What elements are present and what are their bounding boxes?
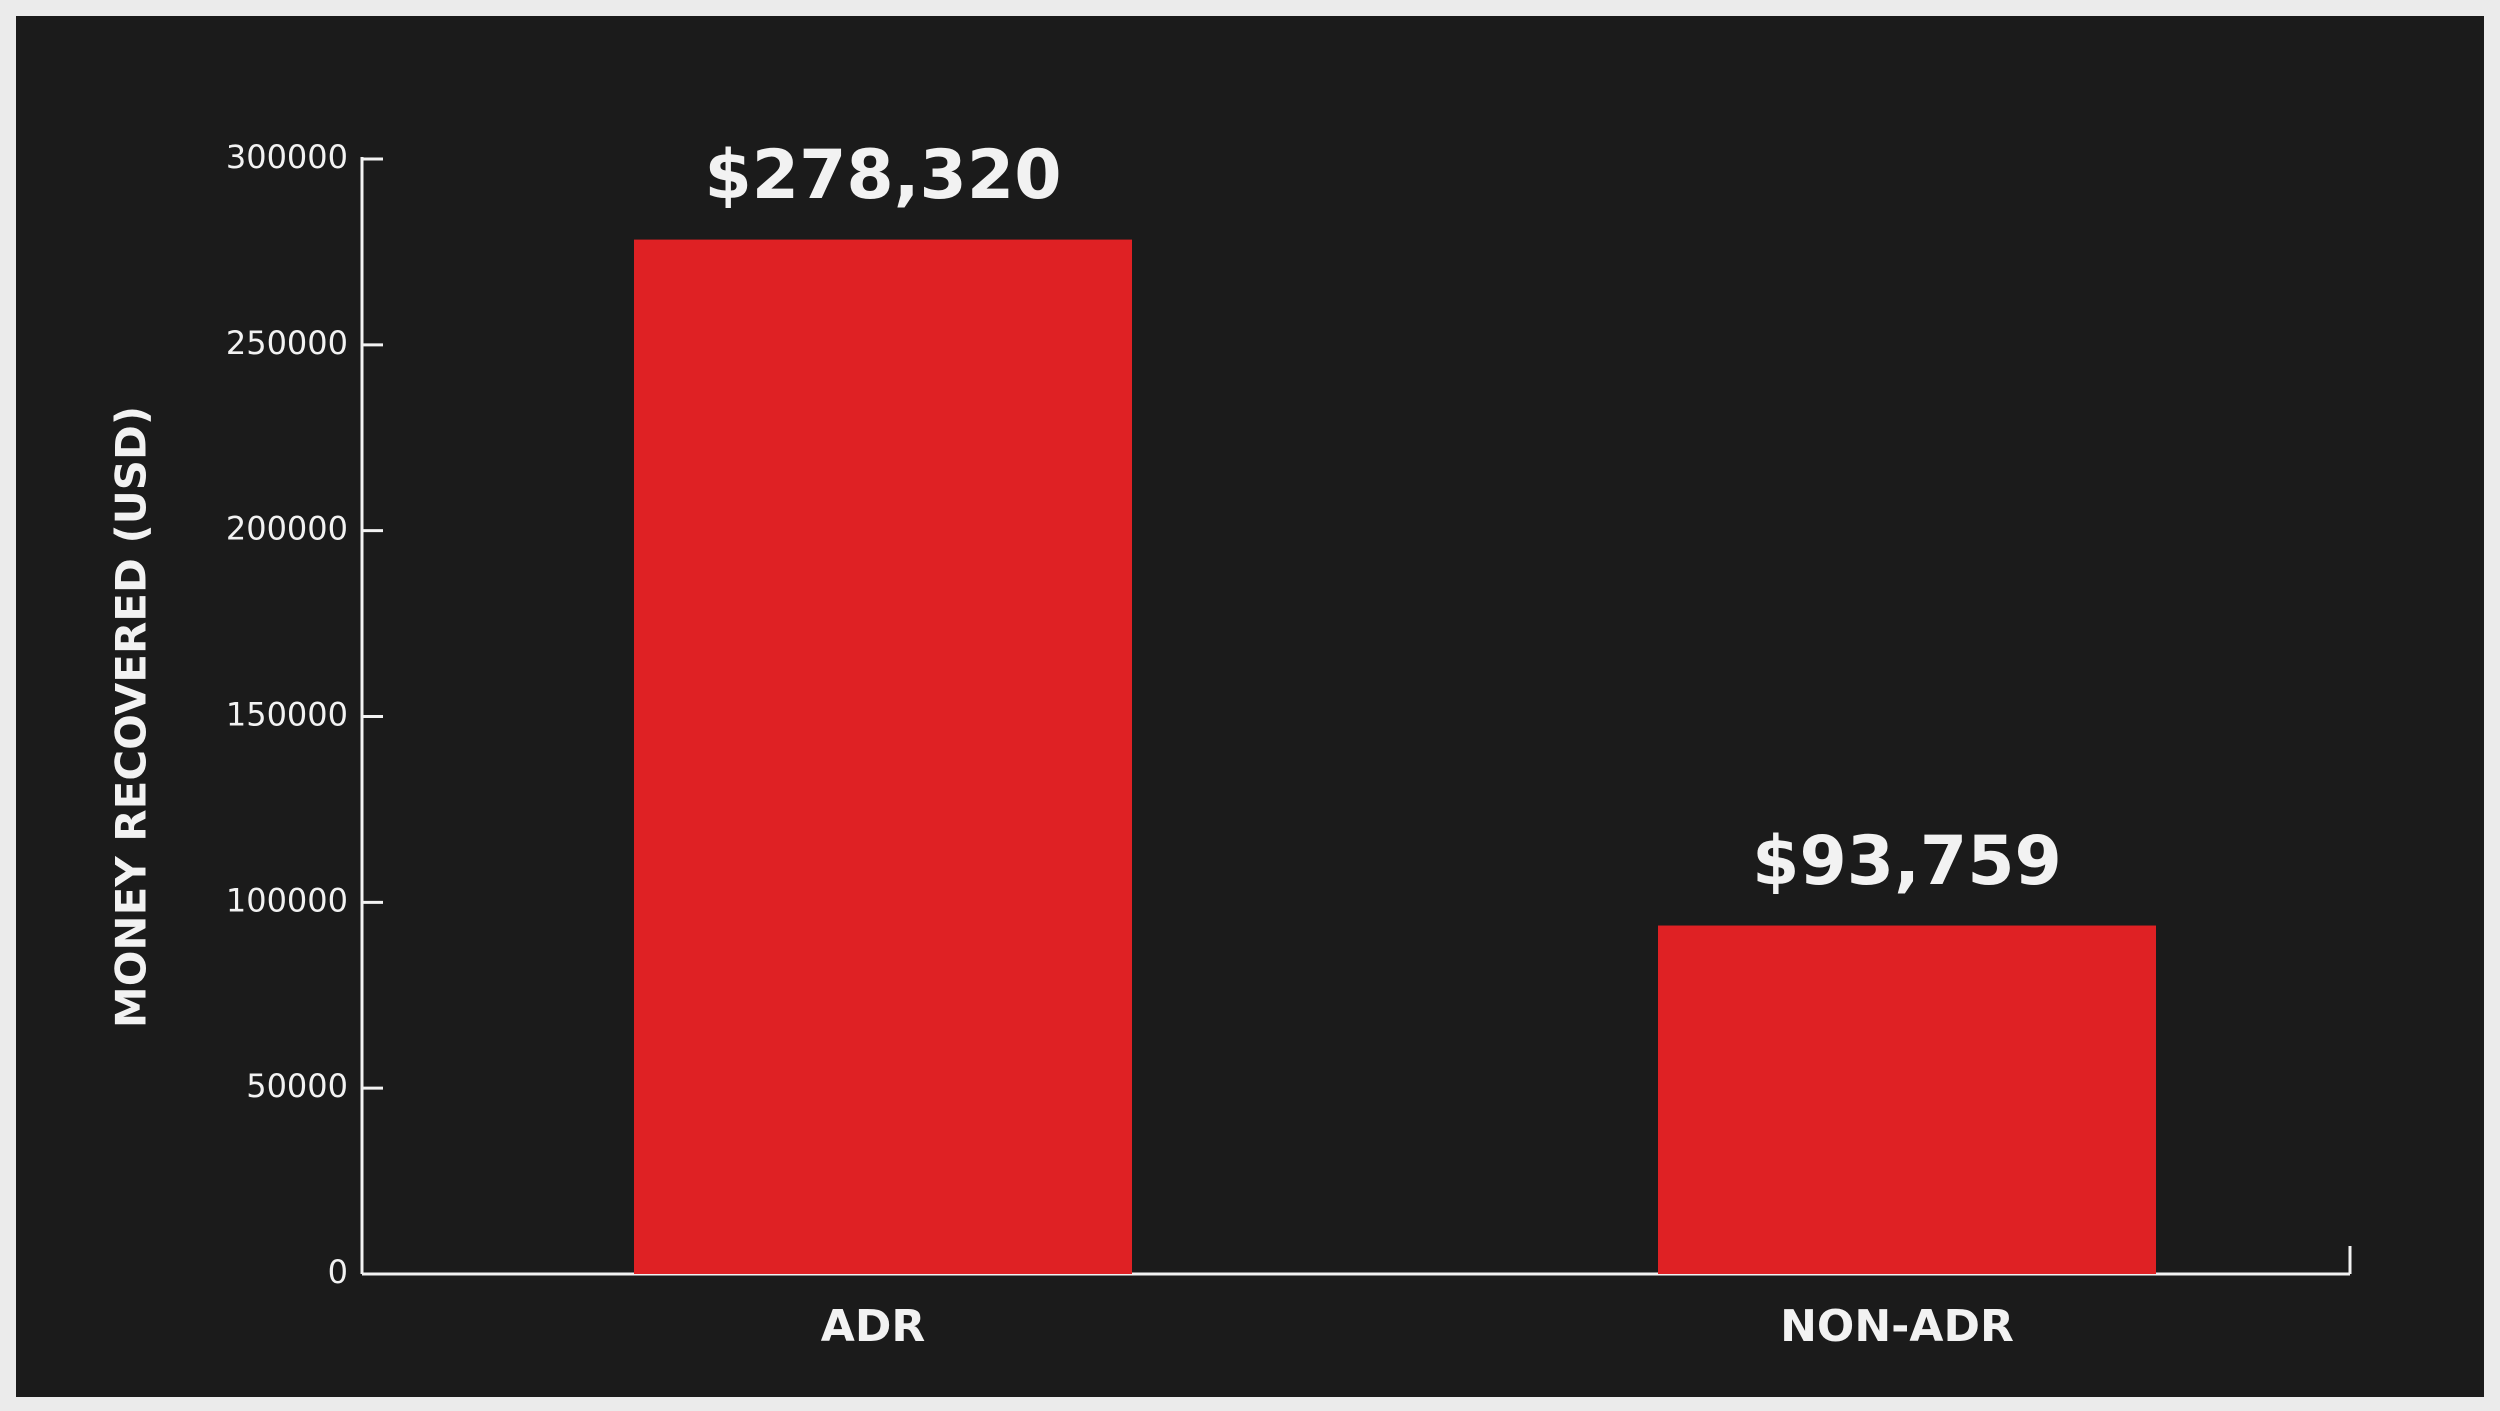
y-tick-label: 300000: [226, 138, 348, 176]
y-tick-label: 150000: [226, 696, 348, 734]
y-tick-label: 0: [328, 1253, 348, 1291]
bar: [1658, 925, 2156, 1274]
x-tick-label: ADR: [821, 1301, 925, 1352]
y-tick-label: 250000: [226, 324, 348, 362]
bar: [634, 239, 1132, 1274]
x-tick-label: NON-ADR: [1780, 1301, 2014, 1352]
value-label: $93,759: [1752, 822, 2062, 901]
y-tick-label: 200000: [226, 510, 348, 548]
y-tick-label: 100000: [226, 881, 348, 919]
y-tick-label: 50000: [246, 1067, 348, 1105]
y-axis-label: MONEY RECOVERED (USD): [107, 406, 156, 1028]
value-label: $278,320: [704, 136, 1061, 215]
